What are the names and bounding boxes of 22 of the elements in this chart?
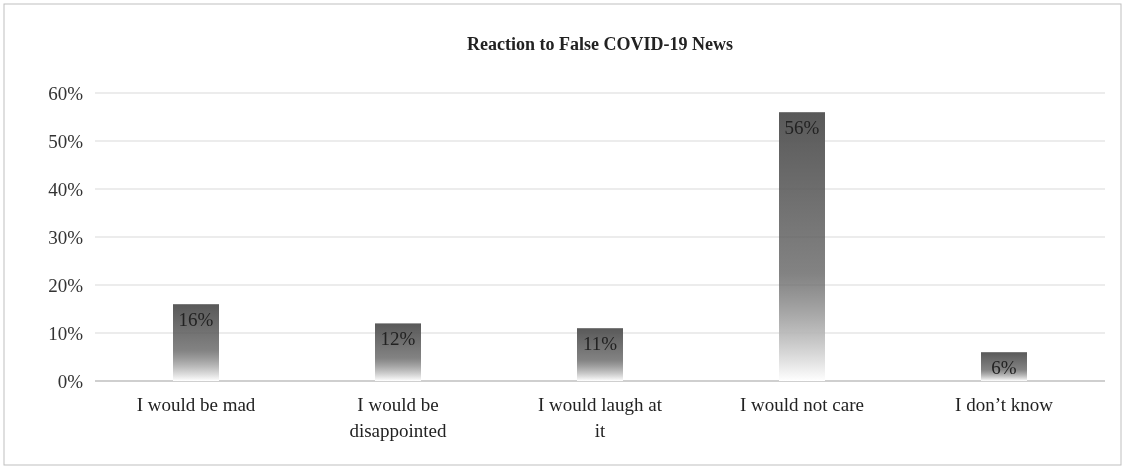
- x-tick-label: I don’t know: [955, 394, 1054, 415]
- y-tick-label: 0%: [57, 370, 84, 392]
- y-tick-label: 20%: [48, 274, 84, 296]
- bar: [173, 304, 219, 381]
- bar: [779, 112, 825, 381]
- y-tick-label: 50%: [48, 130, 84, 152]
- bar: [375, 323, 421, 381]
- y-tick-label: 60%: [48, 82, 84, 104]
- y-tick-label: 30%: [48, 226, 84, 248]
- x-tick-label: I would not care: [740, 394, 864, 415]
- y-tick-label: 10%: [48, 322, 84, 344]
- data-label: 6%: [991, 357, 1017, 379]
- data-label: 56%: [784, 117, 820, 139]
- x-tick-label: I would be mad: [136, 394, 256, 415]
- data-label: 12%: [380, 328, 416, 350]
- y-tick-label: 40%: [48, 178, 84, 200]
- x-tick-label: I would laugh at it: [537, 394, 663, 441]
- data-label: 16%: [178, 309, 214, 331]
- bar: [577, 328, 623, 381]
- chart-title: Reaction to False COVID-19 News: [467, 34, 733, 54]
- data-label: 11%: [582, 333, 618, 355]
- x-tick-label: I would be disappointed: [349, 394, 448, 441]
